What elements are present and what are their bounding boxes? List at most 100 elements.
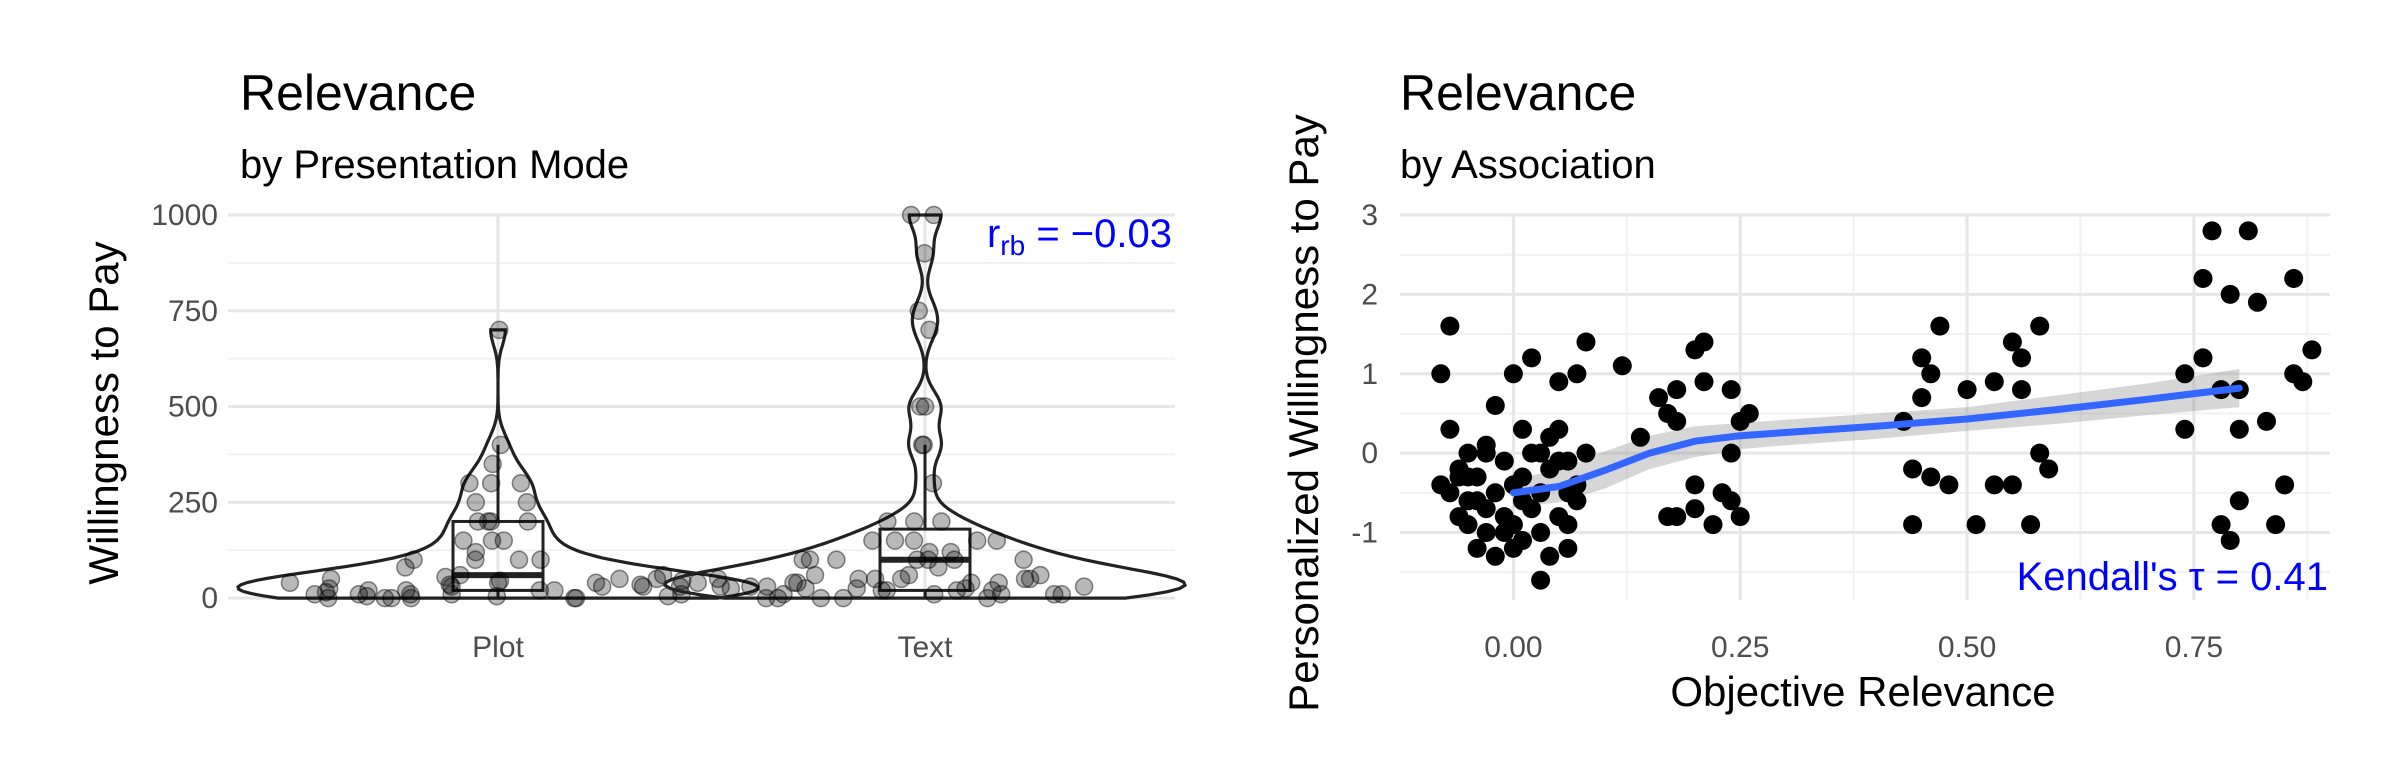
scatter-point — [1721, 380, 1741, 400]
data-point-plot — [494, 531, 514, 550]
data-point-plot — [610, 569, 629, 589]
smooth-trend-line — [1509, 384, 2243, 497]
right-y-axis-label: Personalized Willingness to Pay — [1280, 114, 1327, 712]
right-scatter-points — [1431, 221, 2322, 590]
data-point-plot — [466, 550, 485, 570]
data-point-text — [907, 550, 927, 570]
data-point-text — [947, 581, 967, 600]
left-y-tick-label: 250 — [168, 486, 218, 519]
scatter-point — [1694, 372, 1714, 392]
right-y-tick-label: -1 — [1351, 517, 1378, 550]
violin-outline-text — [662, 213, 1188, 600]
data-point-plot — [404, 550, 423, 570]
data-point-plot — [321, 569, 341, 589]
data-point-plot — [468, 512, 488, 531]
scatter-point — [1458, 443, 1478, 463]
data-point-text — [1052, 585, 1072, 604]
scatter-point — [1458, 491, 1478, 511]
data-point-plot — [442, 577, 461, 596]
data-point-text — [989, 573, 1008, 593]
data-point-text — [811, 588, 831, 608]
right-x-tick-label: 0.00 — [1484, 631, 1542, 664]
left-chart-subtitle: by Presentation Mode — [240, 143, 629, 187]
data-point-plot — [375, 588, 395, 608]
scatter-point — [1667, 411, 1687, 431]
data-point-text — [961, 573, 981, 593]
scatter-point — [1730, 507, 1750, 527]
left-gridlines — [228, 213, 1175, 600]
scatter-point — [2229, 491, 2249, 511]
scatter-point — [2012, 380, 2031, 400]
scatter-point — [1458, 515, 1478, 535]
data-point-text — [920, 542, 939, 562]
right-x-tick-labels: 0.00 0.25 0.50 0.75 — [1484, 631, 2223, 664]
data-point-plot — [488, 573, 508, 593]
data-point-plot — [518, 512, 538, 531]
data-point-text — [885, 531, 905, 550]
scatter-point — [1476, 499, 1496, 519]
scatter-point — [1558, 515, 1578, 535]
scatter-point — [1494, 523, 1514, 542]
scatter-point — [1630, 427, 1650, 447]
box-iqr-plot — [451, 519, 545, 592]
data-point-text — [708, 569, 728, 589]
scatter-point — [2247, 292, 2267, 312]
right-y-tick-label: 3 — [1361, 199, 1378, 232]
scatter-point — [1531, 523, 1551, 542]
data-point-text — [978, 588, 997, 608]
right-chart-subtitle: by Association — [1400, 143, 1656, 187]
scatter-point — [1957, 380, 1977, 400]
scatter-point — [2175, 419, 2195, 439]
data-point-plot — [631, 575, 650, 594]
scatter-point — [2002, 332, 2022, 352]
data-point-text — [924, 205, 944, 225]
scatter-point — [1485, 483, 1505, 503]
data-point-text — [920, 320, 939, 340]
data-point-text — [847, 579, 866, 598]
scatter-point — [1485, 396, 1505, 415]
data-point-text — [923, 473, 943, 493]
scatter-point — [2030, 316, 2050, 336]
left-y-axis-label: Willingness to Pay — [80, 241, 127, 584]
left-chart-title: Relevance — [240, 65, 476, 121]
scatter-point — [2211, 515, 2231, 535]
scatter-point — [1649, 388, 1669, 408]
scatter-point — [1513, 419, 1532, 439]
scatter-point — [2220, 284, 2240, 304]
data-point-text — [909, 301, 929, 321]
scatter-point — [1576, 443, 1596, 463]
scatter-point — [2175, 364, 2195, 384]
data-point-plot — [511, 473, 531, 493]
scatter-point — [1549, 372, 1569, 392]
data-point-plot — [481, 473, 501, 493]
data-point-plot — [450, 565, 470, 585]
data-point-text — [1020, 569, 1040, 589]
scatter-point — [1703, 515, 1723, 535]
scatter-point — [1685, 475, 1705, 495]
left-x-tick-label: Text — [897, 631, 953, 664]
data-point-text — [910, 397, 930, 416]
data-point-text — [905, 512, 924, 531]
scatter-point — [2257, 411, 2276, 431]
scatter-point — [1921, 364, 1941, 384]
scatter-point — [1721, 443, 1741, 463]
data-point-text — [741, 577, 760, 596]
data-point-plot — [490, 320, 509, 340]
scatter-point — [1494, 451, 1514, 471]
scatter-panel: Relevance by Association Personalized Wi… — [1280, 65, 2330, 715]
data-point-text — [915, 397, 935, 416]
scatter-point — [2293, 372, 2313, 392]
scatter-point — [1721, 491, 1741, 511]
data-point-text — [901, 205, 921, 225]
data-point-plot — [319, 579, 339, 598]
data-point-plot — [478, 512, 498, 531]
scatter-point — [1667, 380, 1687, 400]
data-point-text — [756, 588, 776, 608]
scatter-point — [1694, 332, 1714, 352]
data-point-text — [924, 585, 944, 604]
scatter-point — [1485, 546, 1505, 566]
data-point-text — [827, 550, 846, 570]
scatter-point — [2012, 348, 2031, 368]
